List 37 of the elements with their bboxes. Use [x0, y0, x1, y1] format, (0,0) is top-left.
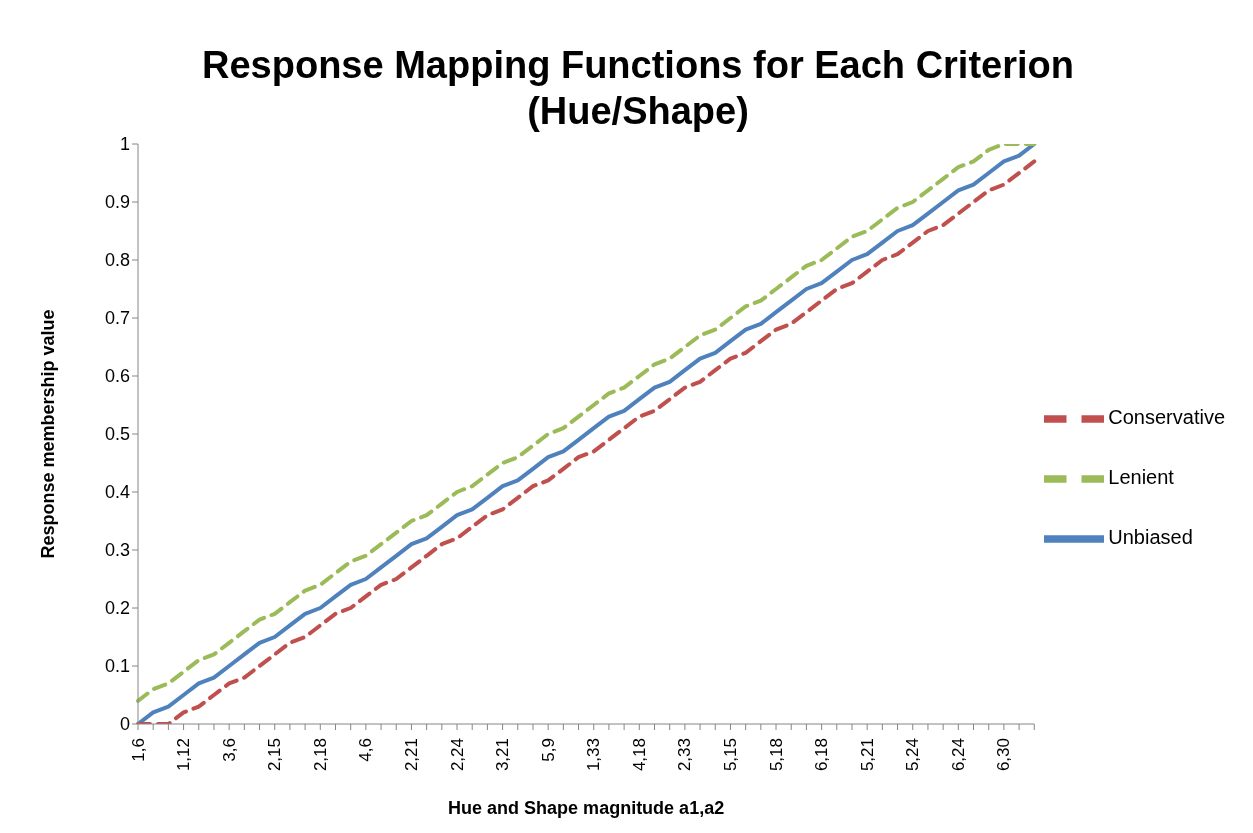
- x-tick-label: 2,15: [265, 738, 285, 772]
- y-tick-label: 0.4: [104, 482, 130, 503]
- y-tick-label: 0.3: [104, 540, 130, 561]
- x-tick-label: 5,21: [857, 738, 877, 772]
- y-axis-title: Response membership value: [38, 309, 59, 559]
- y-tick-label: 0.1: [104, 656, 130, 677]
- legend-label: Unbiased: [1108, 526, 1193, 549]
- x-tick-label: 4,18: [629, 738, 649, 772]
- y-tick-label: 0.9: [104, 192, 130, 213]
- x-tick-label: 3,6: [219, 738, 239, 762]
- x-tick-label: 2,33: [675, 738, 695, 772]
- y-tick-label: 1: [119, 134, 130, 155]
- y-tick-label: 0.2: [104, 598, 130, 619]
- x-tick-label: 5,24: [903, 738, 923, 772]
- x-tick-label: 4,6: [356, 738, 376, 762]
- y-tick-label: 0.5: [104, 424, 130, 445]
- legend-label: Lenient: [1108, 466, 1174, 489]
- x-axis-title: Hue and Shape magnitude a1,a2: [448, 798, 725, 818]
- x-tick-label: 2,21: [401, 738, 421, 772]
- x-tick-label: 5,18: [766, 738, 786, 772]
- y-tick-label: 0.7: [104, 308, 130, 329]
- x-tick-label: 6,30: [994, 738, 1014, 772]
- chart-title: Response Mapping Functions for Each Criterion (Hue/Shape): [201, 43, 1075, 134]
- x-tick-label: 2,24: [447, 738, 467, 772]
- y-tick-label: 0.6: [104, 366, 130, 387]
- x-tick-label: 1,33: [584, 738, 604, 772]
- x-tick-label: 5,9: [538, 738, 558, 762]
- x-tick-label: 1,12: [174, 738, 194, 772]
- x-tick-label: 3,21: [493, 738, 513, 772]
- x-tick-label: 1,6: [128, 738, 148, 762]
- x-tick-label: 6,24: [948, 738, 968, 772]
- legend-label: Conservative: [1108, 406, 1225, 429]
- x-tick-label: 2,18: [310, 738, 330, 772]
- x-tick-label: 6,18: [812, 738, 832, 772]
- y-tick-label: 0.8: [104, 250, 130, 271]
- y-tick-label: 0: [119, 714, 130, 735]
- x-tick-label: 5,15: [720, 738, 740, 772]
